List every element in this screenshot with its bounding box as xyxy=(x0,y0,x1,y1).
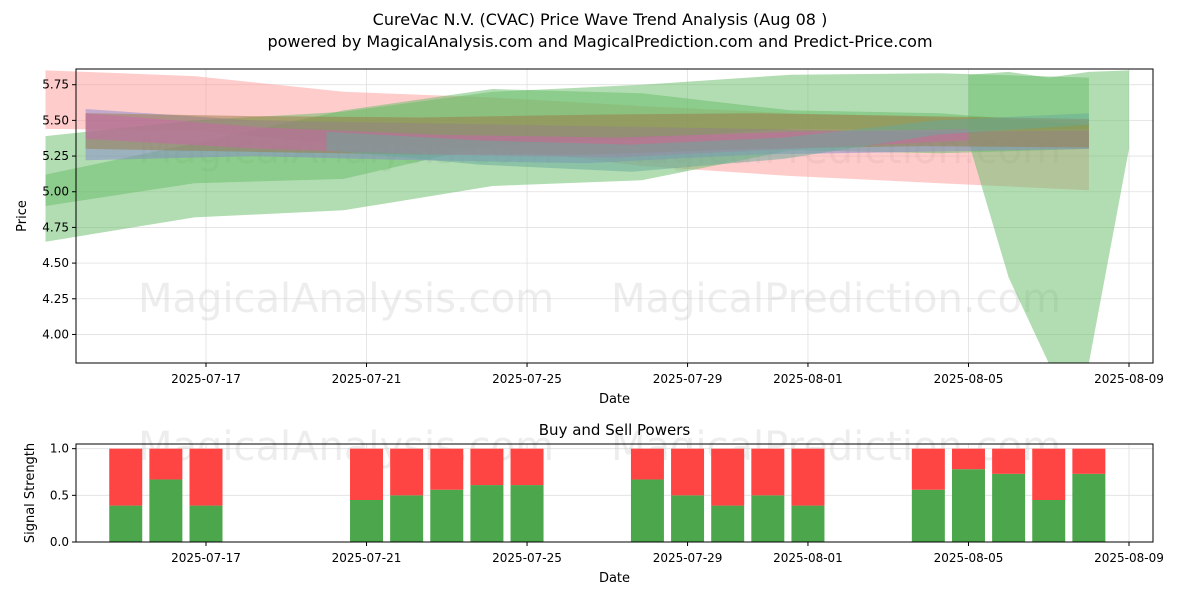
power-panel-title: Buy and Sell Powers xyxy=(539,421,691,439)
x-tick-label: 2025-08-05 xyxy=(934,551,1004,565)
x-tick-label: 2025-08-01 xyxy=(773,551,843,565)
buy-power-bar xyxy=(510,485,544,542)
buy-power-bar xyxy=(109,505,143,542)
sell-power-bar xyxy=(911,448,945,490)
x-tick-label: 2025-07-29 xyxy=(653,372,723,386)
watermark-text: MagicalAnalysis.com xyxy=(138,276,554,322)
sell-power-bar xyxy=(430,448,464,490)
x-tick-label: 2025-08-05 xyxy=(934,372,1004,386)
buy-power-bar xyxy=(350,500,384,542)
buy-power-bar xyxy=(791,505,825,542)
x-tick-label: 2025-08-09 xyxy=(1094,551,1164,565)
sell-power-bar xyxy=(109,448,143,506)
buy-power-bar xyxy=(430,489,464,542)
y-tick-label: 4.25 xyxy=(42,292,69,306)
buy-power-bar xyxy=(630,479,664,542)
sell-power-bar xyxy=(470,448,504,486)
y-tick-label: 5.25 xyxy=(42,149,69,163)
buy-power-bar xyxy=(671,495,705,542)
y-tick-label: 4.50 xyxy=(42,256,69,270)
sell-power-bar xyxy=(791,448,825,506)
sell-power-bar xyxy=(671,448,705,496)
x-tick-label: 2025-08-01 xyxy=(773,372,843,386)
sell-power-bar xyxy=(510,448,544,486)
chart-subtitle: powered by MagicalAnalysis.com and Magic… xyxy=(267,32,933,51)
buy-power-bar xyxy=(470,485,504,542)
x-axis-label: Date xyxy=(599,392,630,407)
sell-power-bar xyxy=(630,448,664,480)
y-tick-label: 5.75 xyxy=(42,78,69,92)
buy-power-bar xyxy=(1072,473,1106,542)
sell-power-bar xyxy=(951,448,985,470)
buy-power-bar xyxy=(751,495,785,542)
buy-power-bar xyxy=(911,489,945,542)
x-tick-label: 2025-07-25 xyxy=(492,372,562,386)
buy-power-bar xyxy=(149,479,183,542)
sell-power-bar xyxy=(1072,448,1106,474)
price-plot-frame xyxy=(75,68,1154,364)
y-axis-label: Signal Strength xyxy=(23,443,38,543)
y-tick-label: 5.00 xyxy=(42,185,69,199)
sell-power-bar xyxy=(751,448,785,496)
sell-power-bar xyxy=(189,448,223,506)
y-tick-label: 0.0 xyxy=(50,535,69,549)
x-tick-label: 2025-07-17 xyxy=(171,551,241,565)
buy-power-bar xyxy=(1032,500,1066,542)
watermark-text: MagicalPrediction.com xyxy=(611,276,1061,322)
sell-power-bar xyxy=(149,448,183,480)
sell-power-bar xyxy=(711,448,745,506)
buy-power-bar xyxy=(189,505,223,542)
y-axis-label: Price xyxy=(15,200,30,232)
buy-sell-power-panel: MagicalAnalysis.com MagicalPrediction.com… xyxy=(23,421,1164,586)
y-tick-label: 4.75 xyxy=(42,220,69,234)
x-tick-label: 2025-07-17 xyxy=(171,372,241,386)
price-band-8 xyxy=(326,113,1089,172)
buy-power-bar xyxy=(951,469,985,542)
chart-title: CureVac N.V. (CVAC) Price Wave Trend Ana… xyxy=(372,10,828,29)
buy-power-bar xyxy=(992,473,1026,542)
buy-power-bar xyxy=(711,505,745,542)
x-tick-label: 2025-07-29 xyxy=(653,551,723,565)
x-tick-label: 2025-07-21 xyxy=(332,372,402,386)
power-plot-frame xyxy=(75,443,1154,543)
buy-power-bar xyxy=(390,495,424,542)
sell-power-bar xyxy=(390,448,424,496)
x-tick-label: 2025-07-21 xyxy=(332,551,402,565)
y-tick-label: 4.00 xyxy=(42,327,69,341)
sell-power-bar xyxy=(350,448,384,500)
sell-power-bar xyxy=(1032,448,1066,500)
y-tick-label: 1.0 xyxy=(50,442,69,456)
sell-power-bar xyxy=(992,448,1026,474)
price-panel: MagicalAnalysis.com MagicalPrediction.com… xyxy=(15,68,1164,407)
x-axis-label: Date xyxy=(599,571,630,586)
x-tick-label: 2025-08-09 xyxy=(1094,372,1164,386)
y-tick-label: 5.50 xyxy=(42,113,69,127)
x-tick-label: 2025-07-25 xyxy=(492,551,562,565)
y-tick-label: 0.5 xyxy=(50,488,69,502)
